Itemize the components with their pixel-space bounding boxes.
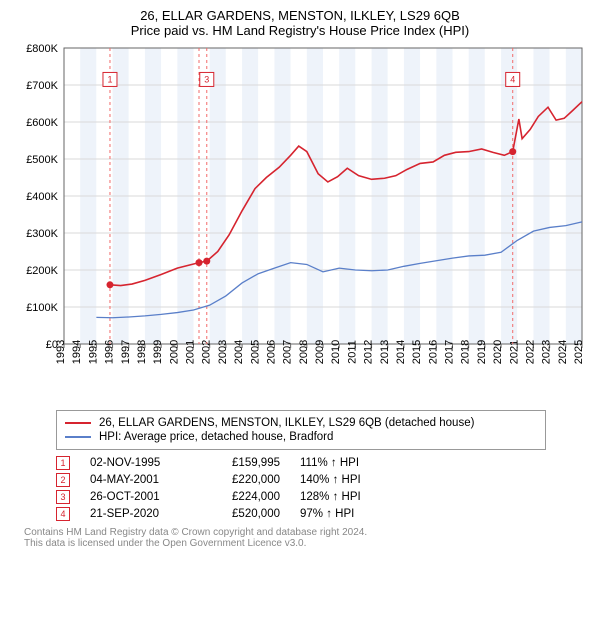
- event-date: 21-SEP-2020: [90, 508, 190, 520]
- svg-text:2018: 2018: [460, 340, 472, 364]
- svg-text:2010: 2010: [330, 340, 342, 364]
- svg-text:2017: 2017: [444, 340, 456, 364]
- svg-text:3: 3: [204, 74, 209, 84]
- svg-text:£100K: £100K: [26, 302, 58, 314]
- svg-text:2008: 2008: [298, 340, 310, 364]
- svg-text:1998: 1998: [136, 340, 148, 364]
- svg-text:2012: 2012: [363, 340, 375, 364]
- svg-text:2014: 2014: [395, 340, 407, 364]
- legend-label-property: 26, ELLAR GARDENS, MENSTON, ILKLEY, LS29…: [99, 417, 474, 429]
- svg-text:2007: 2007: [282, 340, 294, 364]
- event-price: £520,000: [210, 508, 280, 520]
- svg-text:£400K: £400K: [26, 191, 58, 203]
- svg-text:2013: 2013: [379, 340, 391, 364]
- svg-text:2015: 2015: [411, 340, 423, 364]
- legend-label-hpi: HPI: Average price, detached house, Brad…: [99, 431, 333, 443]
- svg-text:2006: 2006: [265, 340, 277, 364]
- event-date: 04-MAY-2001: [90, 474, 190, 486]
- event-marker: 2: [56, 473, 70, 487]
- svg-text:2001: 2001: [185, 340, 197, 364]
- chart-title: 26, ELLAR GARDENS, MENSTON, ILKLEY, LS29…: [12, 8, 588, 23]
- event-price: £159,995: [210, 457, 280, 469]
- svg-text:£800K: £800K: [26, 44, 58, 55]
- event-row: 4 21-SEP-2020 £520,000 97% ↑ HPI: [56, 507, 588, 521]
- svg-text:£300K: £300K: [26, 228, 58, 240]
- svg-text:2011: 2011: [346, 340, 358, 364]
- svg-text:2019: 2019: [476, 340, 488, 364]
- event-price: £224,000: [210, 491, 280, 503]
- svg-text:2025: 2025: [573, 340, 585, 364]
- svg-text:2020: 2020: [492, 340, 504, 364]
- legend: 26, ELLAR GARDENS, MENSTON, ILKLEY, LS29…: [56, 410, 546, 450]
- svg-text:2024: 2024: [557, 340, 569, 364]
- svg-text:2016: 2016: [427, 340, 439, 364]
- event-table: 1 02-NOV-1995 £159,995 111% ↑ HPI 2 04-MAY-20…: [56, 456, 588, 521]
- svg-text:1997: 1997: [120, 340, 132, 364]
- svg-text:1994: 1994: [71, 340, 83, 364]
- event-row: 3 26-OCT-2001 £224,000 128% ↑ HPI: [56, 490, 588, 504]
- svg-text:2021: 2021: [508, 340, 520, 364]
- event-pct: 140% ↑ HPI: [300, 474, 400, 486]
- svg-text:1999: 1999: [152, 340, 164, 364]
- svg-text:1995: 1995: [87, 340, 99, 364]
- svg-text:2023: 2023: [541, 340, 553, 364]
- legend-swatch-hpi: [65, 436, 91, 438]
- svg-text:£600K: £600K: [26, 117, 58, 129]
- event-row: 1 02-NOV-1995 £159,995 111% ↑ HPI: [56, 456, 588, 470]
- event-date: 26-OCT-2001: [90, 491, 190, 503]
- event-row: 2 04-MAY-2001 £220,000 140% ↑ HPI: [56, 473, 588, 487]
- svg-text:2022: 2022: [524, 340, 536, 364]
- chart-svg: £0£100K£200K£300K£400K£500K£600K£700K£80…: [12, 44, 588, 404]
- event-pct: 111% ↑ HPI: [300, 457, 400, 469]
- svg-text:£700K: £700K: [26, 80, 58, 92]
- svg-text:2004: 2004: [233, 340, 245, 364]
- svg-text:2009: 2009: [314, 340, 326, 364]
- credits-line2: This data is licensed under the Open Gov…: [24, 538, 588, 549]
- svg-text:2003: 2003: [217, 340, 229, 364]
- event-date: 02-NOV-1995: [90, 457, 190, 469]
- credits: Contains HM Land Registry data © Crown c…: [24, 527, 588, 549]
- event-marker: 1: [56, 456, 70, 470]
- svg-text:1993: 1993: [55, 340, 67, 364]
- chart-area: £0£100K£200K£300K£400K£500K£600K£700K£80…: [12, 44, 588, 404]
- legend-row: 26, ELLAR GARDENS, MENSTON, ILKLEY, LS29…: [65, 417, 537, 429]
- svg-text:£500K: £500K: [26, 154, 58, 166]
- event-price: £220,000: [210, 474, 280, 486]
- svg-text:2000: 2000: [168, 340, 180, 364]
- legend-row: HPI: Average price, detached house, Brad…: [65, 431, 537, 443]
- event-marker: 3: [56, 490, 70, 504]
- chart-subtitle: Price paid vs. HM Land Registry's House …: [12, 23, 588, 38]
- svg-text:2005: 2005: [249, 340, 261, 364]
- event-pct: 97% ↑ HPI: [300, 508, 400, 520]
- event-marker: 4: [56, 507, 70, 521]
- credits-line1: Contains HM Land Registry data © Crown c…: [24, 527, 588, 538]
- svg-text:1: 1: [107, 74, 112, 84]
- legend-swatch-property: [65, 422, 91, 424]
- svg-text:4: 4: [510, 74, 515, 84]
- event-pct: 128% ↑ HPI: [300, 491, 400, 503]
- svg-text:£200K: £200K: [26, 265, 58, 277]
